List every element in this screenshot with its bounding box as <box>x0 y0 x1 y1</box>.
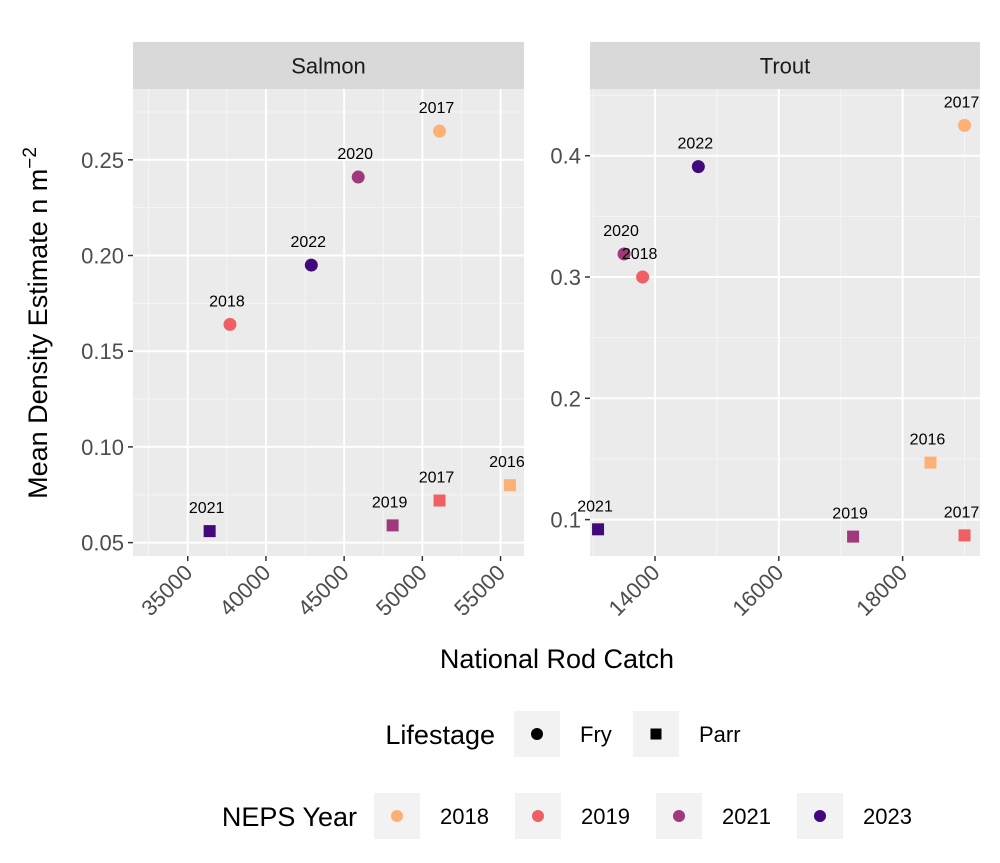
x-axis: 14000 16000 18000 <box>604 556 912 621</box>
minor-gridlines <box>590 89 980 556</box>
x-tick-label: 35000 <box>136 560 197 621</box>
major-gridlines <box>590 89 980 556</box>
y-tick-label: 0.25 <box>81 148 124 173</box>
x-axis: 35000 40000 45000 50000 55000 <box>136 556 510 621</box>
point-label: 2020 <box>603 223 639 240</box>
legend-key-color-2019 <box>532 810 544 822</box>
x-tick-label: 45000 <box>293 560 354 621</box>
point-label: 2020 <box>337 146 373 163</box>
point-parr-2017 <box>433 494 446 507</box>
major-gridlines <box>133 89 524 556</box>
x-tick-label: 16000 <box>727 560 788 621</box>
y-axis-title-superscript: −2 <box>20 147 41 169</box>
x-tick-label: 55000 <box>449 560 510 621</box>
legend-item-label: 2018 <box>440 804 489 829</box>
y-axis: 0.1 0.2 0.3 0.4 <box>550 144 590 533</box>
y-tick-label: 0.1 <box>550 508 581 533</box>
legend-key-circle <box>531 728 543 740</box>
point-label: 2018 <box>622 246 658 263</box>
point-label: 2017 <box>419 469 455 486</box>
facet-strip <box>590 42 980 89</box>
point-fry-2017 <box>433 124 447 138</box>
data-points: 2018 2022 2020 2017 2021 2019 2017 2016 <box>189 100 525 538</box>
point-fry-2018 <box>636 270 650 284</box>
y-tick-label: 0.20 <box>81 244 124 269</box>
plot-background <box>133 89 524 556</box>
y-axis-title: Mean Density Estimate n m−2 <box>20 147 53 499</box>
data-points: 2020 2018 2022 2017 2021 2019 2016 2017 <box>577 94 980 543</box>
y-axis: 0.05 0.10 0.15 0.20 0.25 <box>81 148 133 556</box>
point-parr-2021 <box>203 525 216 538</box>
legend-key-color-2021 <box>673 810 685 822</box>
y-axis-title-text: Mean Density Estimate n m <box>23 169 53 499</box>
panel-salmon: Salmon 0.05 0.10 0.15 0.20 0.25 35000 40000 4500… <box>81 42 525 621</box>
panel-trout: Trout 0.1 0.2 0.3 0.4 14000 16000 18000 2020 2018… <box>550 42 980 621</box>
point-fry-2022 <box>304 258 318 272</box>
legend-item-label: 2021 <box>722 804 771 829</box>
legend-item-label: 2023 <box>863 804 912 829</box>
legend-key-square <box>650 728 662 740</box>
y-tick-label: 0.2 <box>550 386 581 411</box>
y-tick-label: 0.05 <box>81 531 124 556</box>
legend-item-label: Fry <box>580 722 612 747</box>
point-label: 2021 <box>577 498 613 515</box>
facet-strip-label: Trout <box>760 54 811 79</box>
svg-text:Mean Density Estimate n m−2: Mean Density Estimate n m−2 <box>20 147 53 499</box>
point-label: 2017 <box>419 100 455 117</box>
facet-strip <box>133 42 524 89</box>
facet-strip-label: Salmon <box>291 54 366 79</box>
x-tick-label: 50000 <box>371 560 432 621</box>
y-tick-label: 0.4 <box>550 144 581 169</box>
legend: Lifestage Fry Parr NEPS Year 2018 2019 2021 202… <box>222 711 912 839</box>
legend-lifestage: Lifestage Fry Parr <box>385 711 741 757</box>
point-label: 2018 <box>209 293 245 310</box>
point-label: 2019 <box>832 506 868 523</box>
point-parr-2021 <box>592 523 605 536</box>
point-parr-2017 <box>958 529 971 542</box>
point-fry-2020 <box>617 247 631 261</box>
plot-background <box>590 89 980 556</box>
point-parr-2019 <box>847 530 860 543</box>
point-label: 2017 <box>944 94 980 111</box>
x-tick-label: 18000 <box>851 560 912 621</box>
y-tick-label: 0.3 <box>550 265 581 290</box>
x-tick-label: 14000 <box>604 560 665 621</box>
legend-item-label: 2019 <box>581 804 630 829</box>
point-parr-2016 <box>924 456 937 469</box>
point-label: 2017 <box>944 504 980 521</box>
point-parr-2019 <box>386 519 399 532</box>
legend-title: Lifestage <box>385 720 495 750</box>
point-label: 2016 <box>489 454 525 471</box>
y-tick-label: 0.10 <box>81 435 124 460</box>
legend-item-label: Parr <box>699 722 741 747</box>
point-label: 2019 <box>372 494 408 511</box>
point-fry-2017 <box>958 118 972 132</box>
legend-neps-year: NEPS Year 2018 2019 2021 2023 <box>222 793 912 839</box>
point-parr-2016 <box>503 479 516 492</box>
x-axis-title: National Rod Catch <box>440 644 674 674</box>
point-label: 2016 <box>910 432 946 449</box>
point-label: 2022 <box>678 136 714 153</box>
minor-gridlines <box>133 89 524 556</box>
legend-key-color-2023 <box>814 810 826 822</box>
point-fry-2020 <box>351 170 365 184</box>
point-fry-2022 <box>691 160 705 174</box>
y-tick-label: 0.15 <box>81 339 124 364</box>
legend-key-color-2018 <box>391 810 403 822</box>
point-fry-2018 <box>223 317 237 331</box>
point-label: 2022 <box>290 234 326 251</box>
legend-title: NEPS Year <box>222 802 357 832</box>
x-tick-label: 40000 <box>215 560 276 621</box>
point-label: 2021 <box>189 500 225 517</box>
